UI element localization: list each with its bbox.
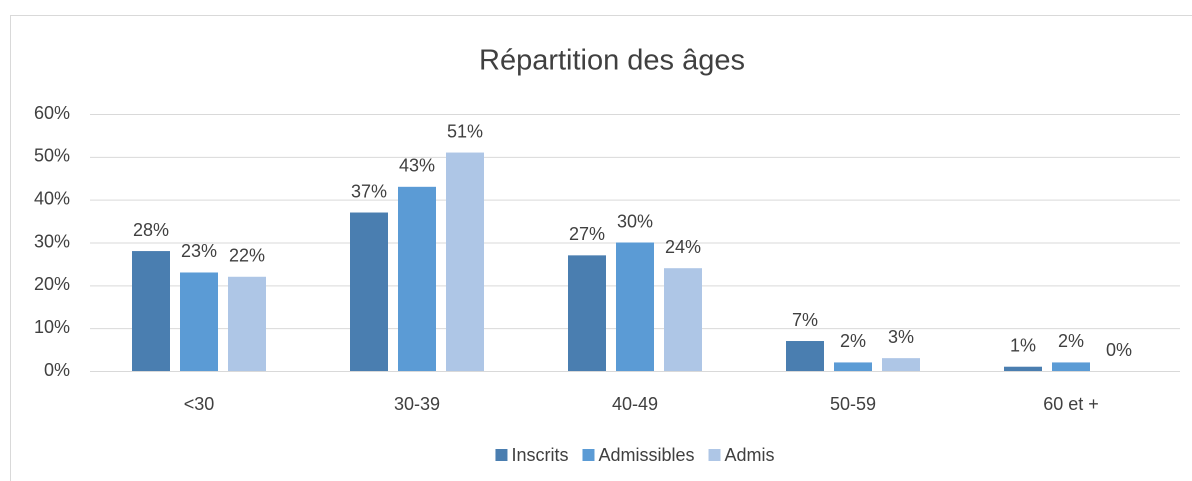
y-tick-label: 50% [34,146,70,166]
data-label: 51% [447,121,483,141]
x-tick-label: 40-49 [612,394,658,414]
bar [398,186,436,371]
y-tick-label: 0% [44,360,70,380]
legend-label: Admis [725,445,775,465]
legend-swatch [582,449,595,461]
data-label: 30% [617,211,653,231]
data-label: 2% [840,331,866,351]
bar [350,212,388,371]
bar [180,272,218,371]
bar [664,268,702,371]
data-label: 7% [792,310,818,330]
chart-frame [10,15,1192,481]
data-label: 27% [569,224,605,244]
x-tick-label: 60 et + [1043,394,1099,414]
data-label: 0% [1106,340,1132,360]
data-label: 3% [888,327,914,347]
legend-swatch [708,449,721,461]
legend-swatch [495,449,508,461]
data-label: 43% [399,156,435,176]
data-label: 37% [351,181,387,201]
chart-title: Répartition des âges [479,45,745,77]
data-label: 2% [1058,331,1084,351]
y-tick-label: 10% [34,317,70,337]
legend-label: Admissibles [598,445,694,465]
bar [1004,366,1042,371]
bar [1052,362,1090,371]
data-label: 28% [133,220,169,240]
y-tick-label: 30% [34,231,70,251]
bar [882,358,920,371]
bar [568,255,606,371]
x-tick-label: 30-39 [394,394,440,414]
y-tick-label: 20% [34,274,70,294]
bar [834,362,872,371]
y-tick-label: 40% [34,188,70,208]
bar [616,242,654,371]
bar [446,152,484,371]
x-tick-label: 50-59 [830,394,876,414]
data-label: 22% [229,246,265,266]
y-tick-label: 60% [34,103,70,123]
data-label: 1% [1010,335,1036,355]
data-label: 23% [181,241,217,261]
bar [786,341,824,371]
bar [132,251,170,371]
legend-label: Inscrits [511,445,568,465]
x-tick-label: <30 [184,394,215,414]
bar [228,276,266,371]
data-label: 24% [665,237,701,257]
